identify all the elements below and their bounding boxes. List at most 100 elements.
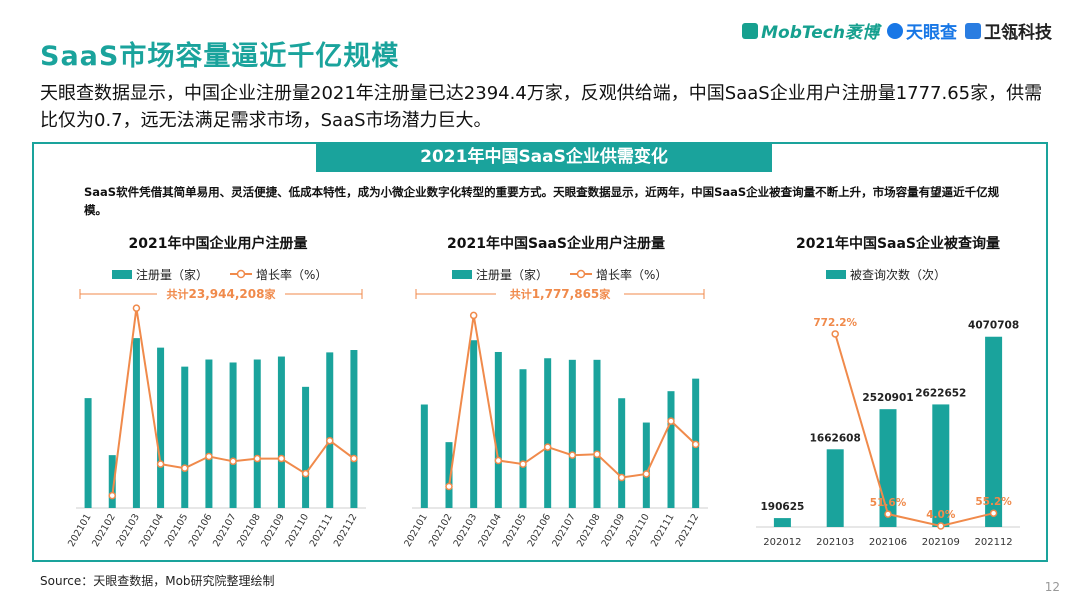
chart2-total-value: 1,777,865 <box>532 287 600 301</box>
chart3-bar-202112 <box>985 336 1003 527</box>
chart1-bar-202111 <box>326 352 334 508</box>
chart2-legend-bar-label: 注册量（家） <box>476 267 548 282</box>
chart1-bar-202103 <box>132 338 140 508</box>
chart2-bar-202105 <box>519 369 527 508</box>
chart2-bar-202102 <box>445 442 453 508</box>
chart1-growth-point-202111 <box>326 436 334 445</box>
chart2-growth-point-202108 <box>593 450 601 459</box>
chart2-tick-202104: 202104 <box>476 512 504 549</box>
weiling-logo: 卫瓴科技 <box>965 18 1052 43</box>
chart3-bar-label-202112: 4070708 <box>968 320 1019 332</box>
chart1-growth-point-202109 <box>277 454 286 463</box>
chart3-bar-202109 <box>932 404 950 527</box>
chart3-tick-202112: 202112 <box>975 537 1013 548</box>
chart3-bar-label-202109: 2622652 <box>915 387 966 399</box>
chart2-growth-point-202104 <box>494 456 503 465</box>
chart2-tick-202111: 202111 <box>649 512 677 549</box>
chart2-tick-202103: 202103 <box>452 512 480 549</box>
chart3-growth-label-202109: 4.0% <box>926 509 956 521</box>
chart1-legend-bar-label: 注册量（家） <box>136 267 208 282</box>
chart2-tick-202102: 202102 <box>427 512 455 549</box>
chart2-tick-202101: 202101 <box>402 512 430 549</box>
chart1-growth-point-202112 <box>350 454 358 463</box>
chart3-title: 2021年中国SaaS企业被查询量 <box>796 235 1000 252</box>
chart1-growth-point-202108 <box>253 454 261 463</box>
chart3-growth-label-202112: 55.2% <box>975 496 1012 508</box>
chart2-growth-point-202111 <box>667 417 675 425</box>
chart2-legend-bar-swatch <box>452 270 472 279</box>
chart3-bar-label-202012: 190625 <box>760 501 804 513</box>
chart1-growth-point-202105 <box>181 464 189 472</box>
chart1-growth-point-202110 <box>301 469 310 478</box>
chart1-bar-202107 <box>229 362 237 508</box>
chart2-tick-202105: 202105 <box>501 512 529 549</box>
chart3-growth-label-202106: 51.6% <box>870 497 907 509</box>
mobtech-logo: MobTech袤博 <box>742 18 879 43</box>
chart1-growth-point-202102 <box>108 491 116 500</box>
chart1-growth-point-202106 <box>205 452 213 461</box>
chart2-growth-point-202107 <box>568 451 577 459</box>
chart2-bar-202108 <box>593 359 601 508</box>
chart2-growth-point-202109 <box>617 473 626 482</box>
chart1-title: 2021年中国企业用户注册量 <box>129 235 308 252</box>
chart2-total-unit: 家 <box>599 287 611 301</box>
chart3-tick-202109: 202109 <box>922 537 960 548</box>
tianyancha-logo-text: 天眼查 <box>906 23 957 43</box>
weiling-logo-icon <box>965 22 981 39</box>
chart1-bar-202102 <box>108 455 116 508</box>
page-subtitle: 天眼查数据显示，中国企业注册量2021年注册量已达2394.4万家，反观供给端，… <box>40 83 1043 131</box>
panel-title: 2021年中国SaaS企业供需变化 <box>316 142 772 172</box>
chart1-total-unit: 家 <box>264 287 276 301</box>
chart1-total-bg <box>157 286 285 302</box>
chart2-tick-202107: 202107 <box>550 512 578 549</box>
chart1-legend-bar-swatch <box>112 270 132 279</box>
chart3-tick-202106: 202106 <box>869 537 907 548</box>
chart1-total-value: 23,944,208 <box>189 287 265 301</box>
chart3-bar-label-202106: 2520901 <box>862 392 913 404</box>
chart3-bar-202103 <box>826 449 844 527</box>
chart3-growth-point-202112 <box>989 509 998 517</box>
tianyancha-logo: 天眼查 <box>887 18 957 43</box>
page-title: SaaS市场容量逼近千亿规模 <box>40 41 400 72</box>
chart2-growth-point-202103 <box>469 311 478 320</box>
chart2-growth-point-202102 <box>445 482 453 491</box>
tianyancha-logo-icon <box>887 22 903 39</box>
chart3-growth-point-202109 <box>937 522 945 530</box>
weiling-logo-text: 卫瓴科技 <box>984 23 1052 43</box>
chart3-bar-label-202103: 1662608 <box>810 432 861 444</box>
chart1-bar-202110 <box>302 386 310 508</box>
chart3-growth-line <box>834 333 994 528</box>
chart3-growth-label-202103: 772.2% <box>813 317 857 329</box>
chart3-legend-bar-swatch <box>826 270 846 279</box>
chart1-legend-line-label: 增长率（%） <box>256 267 327 282</box>
chart2-tick-202110: 202110 <box>624 512 652 549</box>
chart2-total-bg <box>496 286 624 302</box>
chart2-legend-line-marker <box>576 269 586 279</box>
chart2-bar-202110 <box>642 422 650 508</box>
chart1-total-label: 共计23,944,208家 <box>167 287 277 301</box>
chart2-title: 2021年中国SaaS企业用户注册量 <box>447 235 665 252</box>
chart2-bar-202106 <box>544 358 552 508</box>
chart2-growth-point-202110 <box>642 470 651 478</box>
chart3-tick-202012: 202012 <box>763 537 801 548</box>
chart3-bar-202012 <box>773 518 791 527</box>
mobtech-logo-icon <box>742 22 759 39</box>
chart2-tick-202108: 202108 <box>575 512 603 549</box>
chart3-growth-point-202103 <box>831 330 839 338</box>
chart1-legend-line-marker <box>236 269 246 279</box>
chart1-growth-point-202103 <box>132 304 141 312</box>
chart1-tick-202112: 202112 <box>332 512 360 549</box>
chart2-growth-point-202105 <box>519 460 527 468</box>
chart3-growth-point-202106 <box>884 510 892 518</box>
chart1-total-prefix: 共计 <box>167 287 189 301</box>
chart3-legend-bar-label: 被查询次数（次） <box>850 267 946 282</box>
chart2-bar-202103 <box>470 340 478 508</box>
chart2-bar-202101 <box>420 404 428 508</box>
chart2-tick-202106: 202106 <box>526 512 554 549</box>
chart1-bar-202109 <box>277 356 285 508</box>
chart2-total-label: 共计1,777,865家 <box>510 287 612 301</box>
chart1-bar-202112 <box>350 350 358 508</box>
chart1-bar-202104 <box>157 347 165 508</box>
mobtech-logo-text: MobTech袤博 <box>761 23 879 43</box>
